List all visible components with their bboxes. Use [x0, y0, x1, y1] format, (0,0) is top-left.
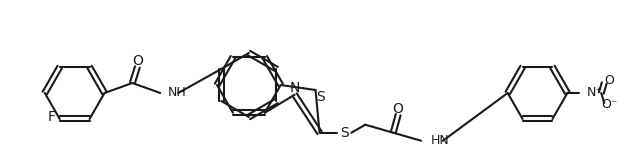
- Text: O: O: [132, 54, 143, 68]
- Text: N⁺: N⁺: [586, 86, 602, 100]
- Text: F: F: [48, 110, 56, 124]
- Text: NH: NH: [168, 86, 187, 100]
- Text: N: N: [290, 81, 300, 95]
- Text: O: O: [392, 102, 404, 116]
- Text: S: S: [316, 90, 325, 104]
- Text: S: S: [340, 126, 348, 140]
- Text: O⁻: O⁻: [601, 98, 618, 111]
- Text: HN: HN: [431, 134, 450, 147]
- Text: O: O: [604, 75, 614, 87]
